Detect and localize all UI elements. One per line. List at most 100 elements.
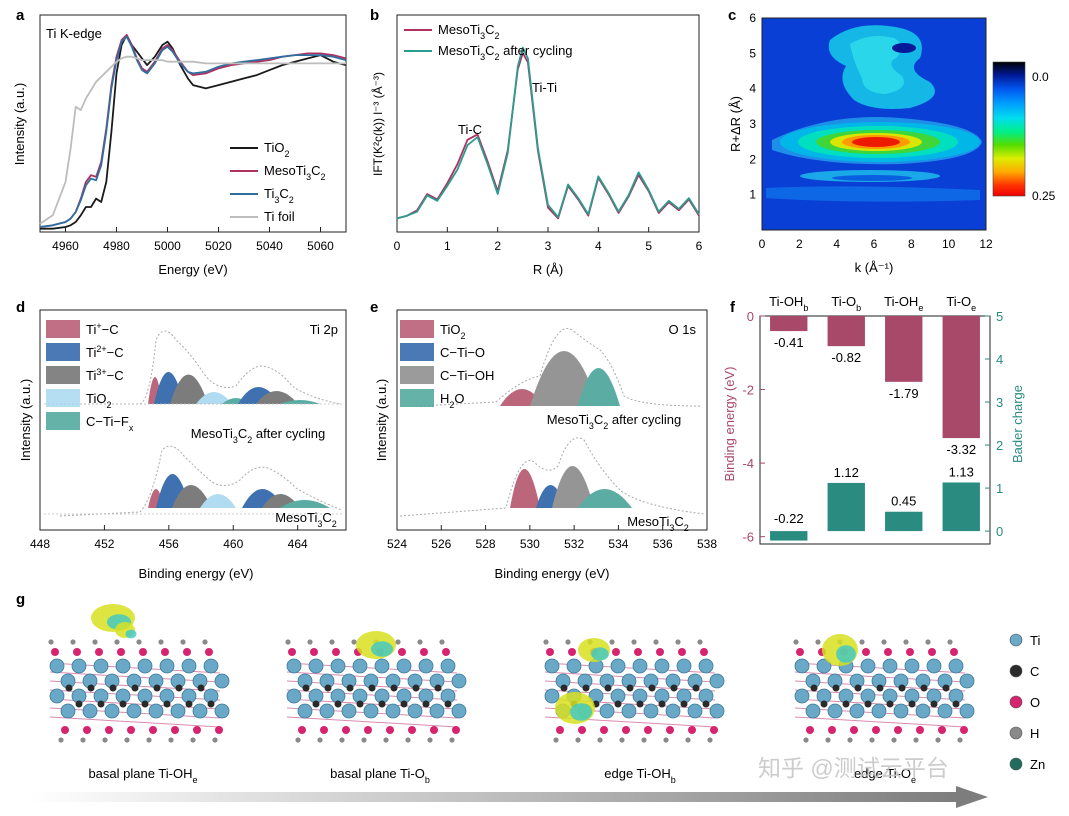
atom-ti [451, 703, 467, 719]
atom-c [334, 700, 342, 708]
atom-h [869, 737, 875, 743]
atom-c [614, 700, 622, 708]
atom-h [707, 737, 713, 743]
atom-ti [363, 703, 379, 719]
panel-c-xtick-label: 6 [871, 237, 878, 251]
panel-d-legend-label: TiO2 [86, 391, 111, 410]
atom-c [119, 700, 127, 708]
atom-ti [82, 703, 98, 719]
atom-c [434, 684, 442, 692]
atom-ti [904, 658, 920, 674]
atom-o [578, 726, 586, 734]
atom-o [386, 726, 394, 734]
atom-ti [544, 688, 560, 704]
atom-o [288, 648, 296, 656]
panel-d-legend-swatch [46, 343, 80, 361]
atom-h [317, 737, 323, 743]
panel-a-series-line-2 [39, 35, 347, 228]
atom-h [697, 639, 703, 645]
panel-e-xtick-label: 524 [387, 537, 407, 551]
panel-f-bar-label-binding-energy: -0.41 [774, 335, 804, 350]
panel-e-legend-label: C−Ti−OH [440, 368, 494, 383]
atom-c [444, 700, 452, 708]
panel-f-bar-bader-charge [827, 482, 865, 532]
panel-a-legend-label: Ti foil [264, 209, 295, 224]
atom-o [688, 726, 696, 734]
panel-c-colorbar [992, 61, 1026, 197]
atom-h [597, 737, 603, 743]
atom-ti [893, 703, 909, 719]
atom-h [114, 639, 120, 645]
peak-e-lower-ctioh [552, 466, 594, 508]
atom-o [95, 648, 103, 656]
atom-o [644, 726, 652, 734]
panel-e-xps-o1s: 524 526 528 530 532 534 536 538 O 1s MesoTi3C2 … [374, 309, 717, 581]
panel-d-upper-envelope [60, 330, 341, 405]
atom-o [928, 648, 936, 656]
atom-c [854, 684, 862, 692]
panel-d-peaks-lower [148, 474, 330, 508]
atom-ti [816, 658, 832, 674]
atom-c [163, 700, 171, 708]
atom-h [285, 639, 291, 645]
atom-ti [959, 703, 975, 719]
atom-o [364, 726, 372, 734]
atom-ti [137, 658, 153, 674]
structure-bond [286, 716, 458, 728]
atom-ti [319, 703, 335, 719]
atom-h [395, 639, 401, 645]
panel-b-xtick-label: 2 [494, 239, 501, 253]
panel-e-upper-envelope [419, 328, 701, 407]
atom-ti [827, 703, 843, 719]
structure-slab [285, 631, 467, 743]
atom-ti [948, 658, 964, 674]
atom-ti [709, 703, 725, 719]
panel-f-ylabel-left: Binding energy (eV) [722, 367, 737, 482]
atom-o [105, 726, 113, 734]
panel-a-xlabel: Energy (eV) [158, 262, 227, 277]
atom-c [604, 684, 612, 692]
atom-ti [860, 658, 876, 674]
atom-o [215, 726, 223, 734]
atom-c [302, 684, 310, 692]
panel-c-xtick-label: 10 [942, 237, 956, 251]
atom-ti [418, 658, 434, 674]
panel-a-xtick-label: 5020 [205, 239, 232, 253]
atom-c [810, 684, 818, 692]
atom-ti [926, 658, 942, 674]
atom-legend-label: Ti [1030, 633, 1040, 648]
atom-c [930, 700, 938, 708]
atom-c [412, 684, 420, 692]
structure-label: edge Ti-Oe [854, 766, 916, 785]
atom-ti [805, 703, 821, 719]
atom-ti [341, 703, 357, 719]
atom-ti [170, 703, 186, 719]
atom-c [952, 700, 960, 708]
panel-d-legend-label: Ti3+−C [86, 367, 124, 383]
panel-c-ytick-label: 2 [749, 152, 756, 166]
atom-h [449, 737, 455, 743]
panel-e-legend-label: H2O [440, 391, 465, 410]
atom-c [390, 684, 398, 692]
peak-d-upper-ti3 [170, 374, 208, 404]
structure-slab [793, 634, 975, 743]
progress-arrow-head [956, 786, 988, 808]
peak-e-lower-h2o [578, 489, 632, 508]
panel-b-xtick-label: 3 [545, 239, 552, 253]
atom-o [183, 648, 191, 656]
atom-ti [385, 703, 401, 719]
atom-c [920, 684, 928, 692]
panel-d-xtick-label: 448 [30, 537, 50, 551]
panel-a-legend-label: TiO2 [264, 140, 289, 159]
atom-o [916, 726, 924, 734]
peak-d-upper-tio2 [196, 392, 232, 404]
panel-c-xtick-label: 0 [759, 237, 766, 251]
panel-f-bar-bader-charge [770, 531, 808, 541]
atom-c [324, 684, 332, 692]
atom-h [947, 639, 953, 645]
atom-h [619, 737, 625, 743]
atom-h [439, 639, 445, 645]
panel-b-xtick-label: 6 [696, 239, 703, 253]
atom-h [168, 737, 174, 743]
panel-c-ytick-label: 5 [749, 46, 756, 60]
